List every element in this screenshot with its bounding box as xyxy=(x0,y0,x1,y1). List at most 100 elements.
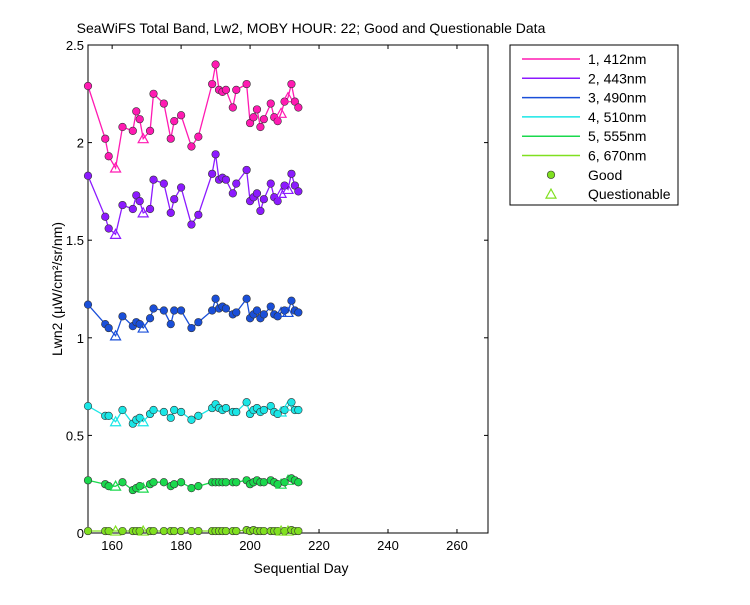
good-marker xyxy=(194,411,203,420)
good-marker xyxy=(132,107,141,116)
y-tick-label: 1 xyxy=(77,331,84,346)
good-marker xyxy=(194,210,203,219)
good-marker xyxy=(211,294,220,303)
good-marker xyxy=(177,478,186,487)
good-marker xyxy=(242,165,251,175)
good-marker xyxy=(170,195,179,204)
x-tick-label: 260 xyxy=(446,538,468,553)
good-marker xyxy=(149,405,158,415)
good-marker xyxy=(294,187,303,196)
good-marker xyxy=(273,117,282,126)
legend-box xyxy=(509,44,679,206)
y-tick-label: 1.5 xyxy=(66,233,84,248)
good-marker xyxy=(232,478,241,487)
legend-label: 4, 510nm xyxy=(588,109,646,125)
good-marker xyxy=(166,134,175,143)
good-marker xyxy=(287,296,296,305)
good-marker xyxy=(149,526,158,536)
good-marker xyxy=(118,405,127,415)
good-marker xyxy=(259,195,268,204)
good-marker xyxy=(83,526,93,536)
questionable-marker xyxy=(281,306,295,318)
good-marker xyxy=(249,113,258,122)
good-marker xyxy=(294,405,303,415)
questionable-marker xyxy=(275,107,288,118)
good-marker xyxy=(104,152,113,161)
good-marker xyxy=(104,224,113,233)
questionable-marker xyxy=(109,329,122,341)
good-marker xyxy=(194,482,203,491)
good-marker xyxy=(149,89,158,98)
good-marker xyxy=(242,398,251,407)
good-marker xyxy=(170,480,179,489)
good-marker xyxy=(187,220,196,229)
good-marker xyxy=(194,526,203,536)
good-marker xyxy=(135,197,144,206)
good-marker xyxy=(101,212,110,221)
good-marker xyxy=(177,407,186,417)
y-tick-label: 0.5 xyxy=(66,428,84,443)
good-marker xyxy=(266,179,275,188)
good-marker xyxy=(149,478,158,487)
good-marker xyxy=(228,103,237,112)
legend-label: 3, 490nm xyxy=(588,90,646,106)
x-tick-label: 240 xyxy=(377,538,399,553)
good-marker xyxy=(208,169,217,178)
good-marker xyxy=(208,306,217,315)
x-axis-label: Sequential Day xyxy=(254,560,349,576)
good-marker xyxy=(159,407,168,417)
questionable-marker xyxy=(109,228,122,239)
good-marker xyxy=(104,323,113,333)
good-marker xyxy=(221,85,231,94)
good-marker xyxy=(177,306,186,315)
good-marker xyxy=(83,476,93,485)
good-marker xyxy=(170,405,179,415)
good-marker xyxy=(104,411,113,420)
y-tick-label: 0 xyxy=(77,526,84,541)
good-marker xyxy=(232,407,241,417)
good-marker xyxy=(232,179,241,188)
questionable-marker xyxy=(137,321,150,333)
legend-label: 6, 670nm xyxy=(588,148,646,164)
good-marker xyxy=(252,189,262,198)
x-tick-label: 200 xyxy=(239,538,261,553)
questionable-marker xyxy=(281,183,295,195)
good-marker xyxy=(118,122,127,132)
good-marker xyxy=(187,142,196,151)
good-marker xyxy=(177,183,186,192)
good-marker xyxy=(259,115,268,124)
questionable-marker xyxy=(109,524,122,536)
good-marker xyxy=(159,179,168,188)
good-marker xyxy=(287,169,296,178)
y-tick-label: 2 xyxy=(77,136,84,151)
good-marker xyxy=(118,200,127,210)
good-marker xyxy=(187,484,196,493)
good-marker xyxy=(187,415,196,424)
good-marker xyxy=(177,526,186,536)
legend-label: 2, 443nm xyxy=(588,70,646,86)
good-marker xyxy=(166,413,175,422)
good-marker xyxy=(256,206,265,216)
good-marker xyxy=(242,79,251,89)
good-marker xyxy=(170,117,179,126)
good-marker xyxy=(166,208,175,217)
plot-area: 160 180 200 220 240 260 0 0.5 1 1.5 2 2.5 xyxy=(66,38,489,553)
good-marker xyxy=(83,171,93,180)
good-marker xyxy=(242,294,251,303)
good-marker xyxy=(232,85,241,94)
good-marker xyxy=(211,60,220,69)
good-marker xyxy=(128,204,137,214)
good-marker xyxy=(259,526,268,536)
good-marker xyxy=(294,308,303,317)
good-marker xyxy=(211,150,220,159)
good-marker xyxy=(135,115,144,124)
good-marker xyxy=(118,478,127,487)
questionable-marker xyxy=(137,524,150,536)
questionable-marker xyxy=(281,91,295,103)
good-marker xyxy=(128,126,137,135)
good-marker xyxy=(294,478,303,487)
questionable-marker xyxy=(137,132,150,144)
good-marker xyxy=(159,526,168,536)
good-marker xyxy=(259,405,268,415)
